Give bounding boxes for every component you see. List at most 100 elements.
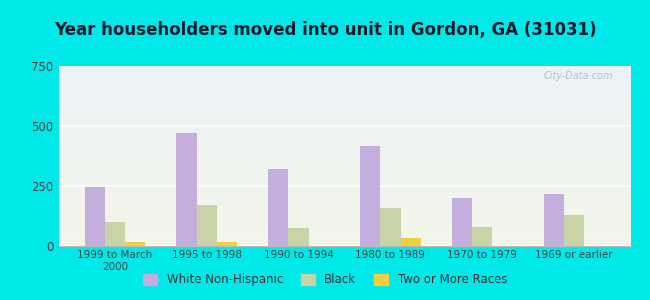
Bar (58, 96, 630, 97)
Bar (58, 208, 630, 209)
Bar (58, 170, 630, 171)
Bar (58, 75, 630, 76)
Bar (58, 112, 630, 113)
Bar (176, 133, 196, 246)
Bar (289, 228, 309, 246)
Bar (58, 231, 630, 232)
Bar (58, 236, 630, 237)
Bar (58, 156, 630, 157)
Bar (58, 182, 630, 183)
Bar (58, 148, 630, 149)
Bar (58, 115, 630, 116)
Bar (58, 154, 630, 155)
Bar (58, 210, 630, 211)
Bar (452, 198, 472, 246)
Bar (58, 87, 630, 88)
Bar (58, 88, 630, 89)
Bar (58, 241, 630, 242)
Bar (58, 161, 630, 162)
Bar (472, 227, 493, 246)
Bar (58, 163, 630, 164)
Bar (58, 203, 630, 204)
Bar (58, 78, 630, 79)
Bar (58, 168, 630, 169)
Bar (58, 147, 630, 148)
Bar (58, 128, 630, 129)
Bar (58, 179, 630, 180)
Bar (58, 142, 630, 143)
Bar (58, 116, 630, 117)
Bar (58, 190, 630, 191)
Bar (58, 204, 630, 205)
Bar (58, 90, 630, 91)
Bar (58, 118, 630, 119)
Bar (58, 229, 630, 230)
Bar (268, 169, 289, 246)
Bar (58, 213, 630, 214)
Bar (58, 79, 630, 80)
Bar (58, 84, 630, 85)
Bar (58, 81, 630, 82)
Bar (58, 71, 630, 72)
Bar (58, 152, 630, 153)
Bar (58, 124, 630, 125)
Text: City-Data.com: City-Data.com (543, 71, 614, 81)
Bar (58, 199, 630, 200)
Bar (58, 221, 630, 222)
Bar (58, 97, 630, 98)
Bar (58, 166, 630, 167)
Bar (58, 82, 630, 83)
Bar (58, 245, 630, 246)
Bar (58, 144, 630, 145)
Bar (58, 220, 630, 221)
Bar (58, 223, 630, 224)
Bar (58, 225, 630, 226)
Bar (58, 139, 630, 140)
Bar (58, 132, 630, 133)
Bar (58, 200, 630, 201)
Bar (58, 99, 630, 100)
Bar (58, 188, 630, 189)
Bar (58, 151, 630, 152)
Bar (58, 243, 630, 244)
Bar (58, 159, 630, 160)
Bar (58, 235, 630, 236)
Bar (58, 171, 630, 172)
Bar (58, 239, 630, 240)
Bar (58, 211, 630, 212)
Bar (58, 177, 630, 178)
Bar (58, 198, 630, 199)
Bar (58, 155, 630, 156)
Bar (58, 138, 630, 139)
Bar (58, 131, 630, 132)
Bar (58, 101, 630, 102)
Bar (58, 160, 630, 161)
Bar (58, 174, 630, 175)
Bar (58, 69, 630, 70)
Bar (58, 185, 630, 186)
Bar (58, 178, 630, 179)
Bar (564, 215, 584, 246)
Text: Year householders moved into unit in Gordon, GA (31031): Year householders moved into unit in Gor… (54, 21, 596, 39)
Bar (58, 74, 630, 75)
Bar (58, 77, 630, 78)
Bar (58, 113, 630, 114)
Bar (58, 92, 630, 93)
Bar (58, 80, 630, 81)
Bar (58, 227, 630, 228)
Bar (58, 86, 630, 87)
Bar (58, 172, 630, 173)
Bar (58, 215, 630, 216)
Bar (58, 169, 630, 170)
Bar (58, 167, 630, 168)
Bar (58, 122, 630, 123)
Bar (58, 192, 630, 193)
Bar (58, 216, 630, 217)
Bar (58, 233, 630, 234)
Bar (544, 194, 564, 246)
Bar (58, 67, 630, 68)
Bar (58, 127, 630, 128)
Bar (58, 240, 630, 241)
Bar (58, 102, 630, 103)
Bar (58, 230, 630, 231)
